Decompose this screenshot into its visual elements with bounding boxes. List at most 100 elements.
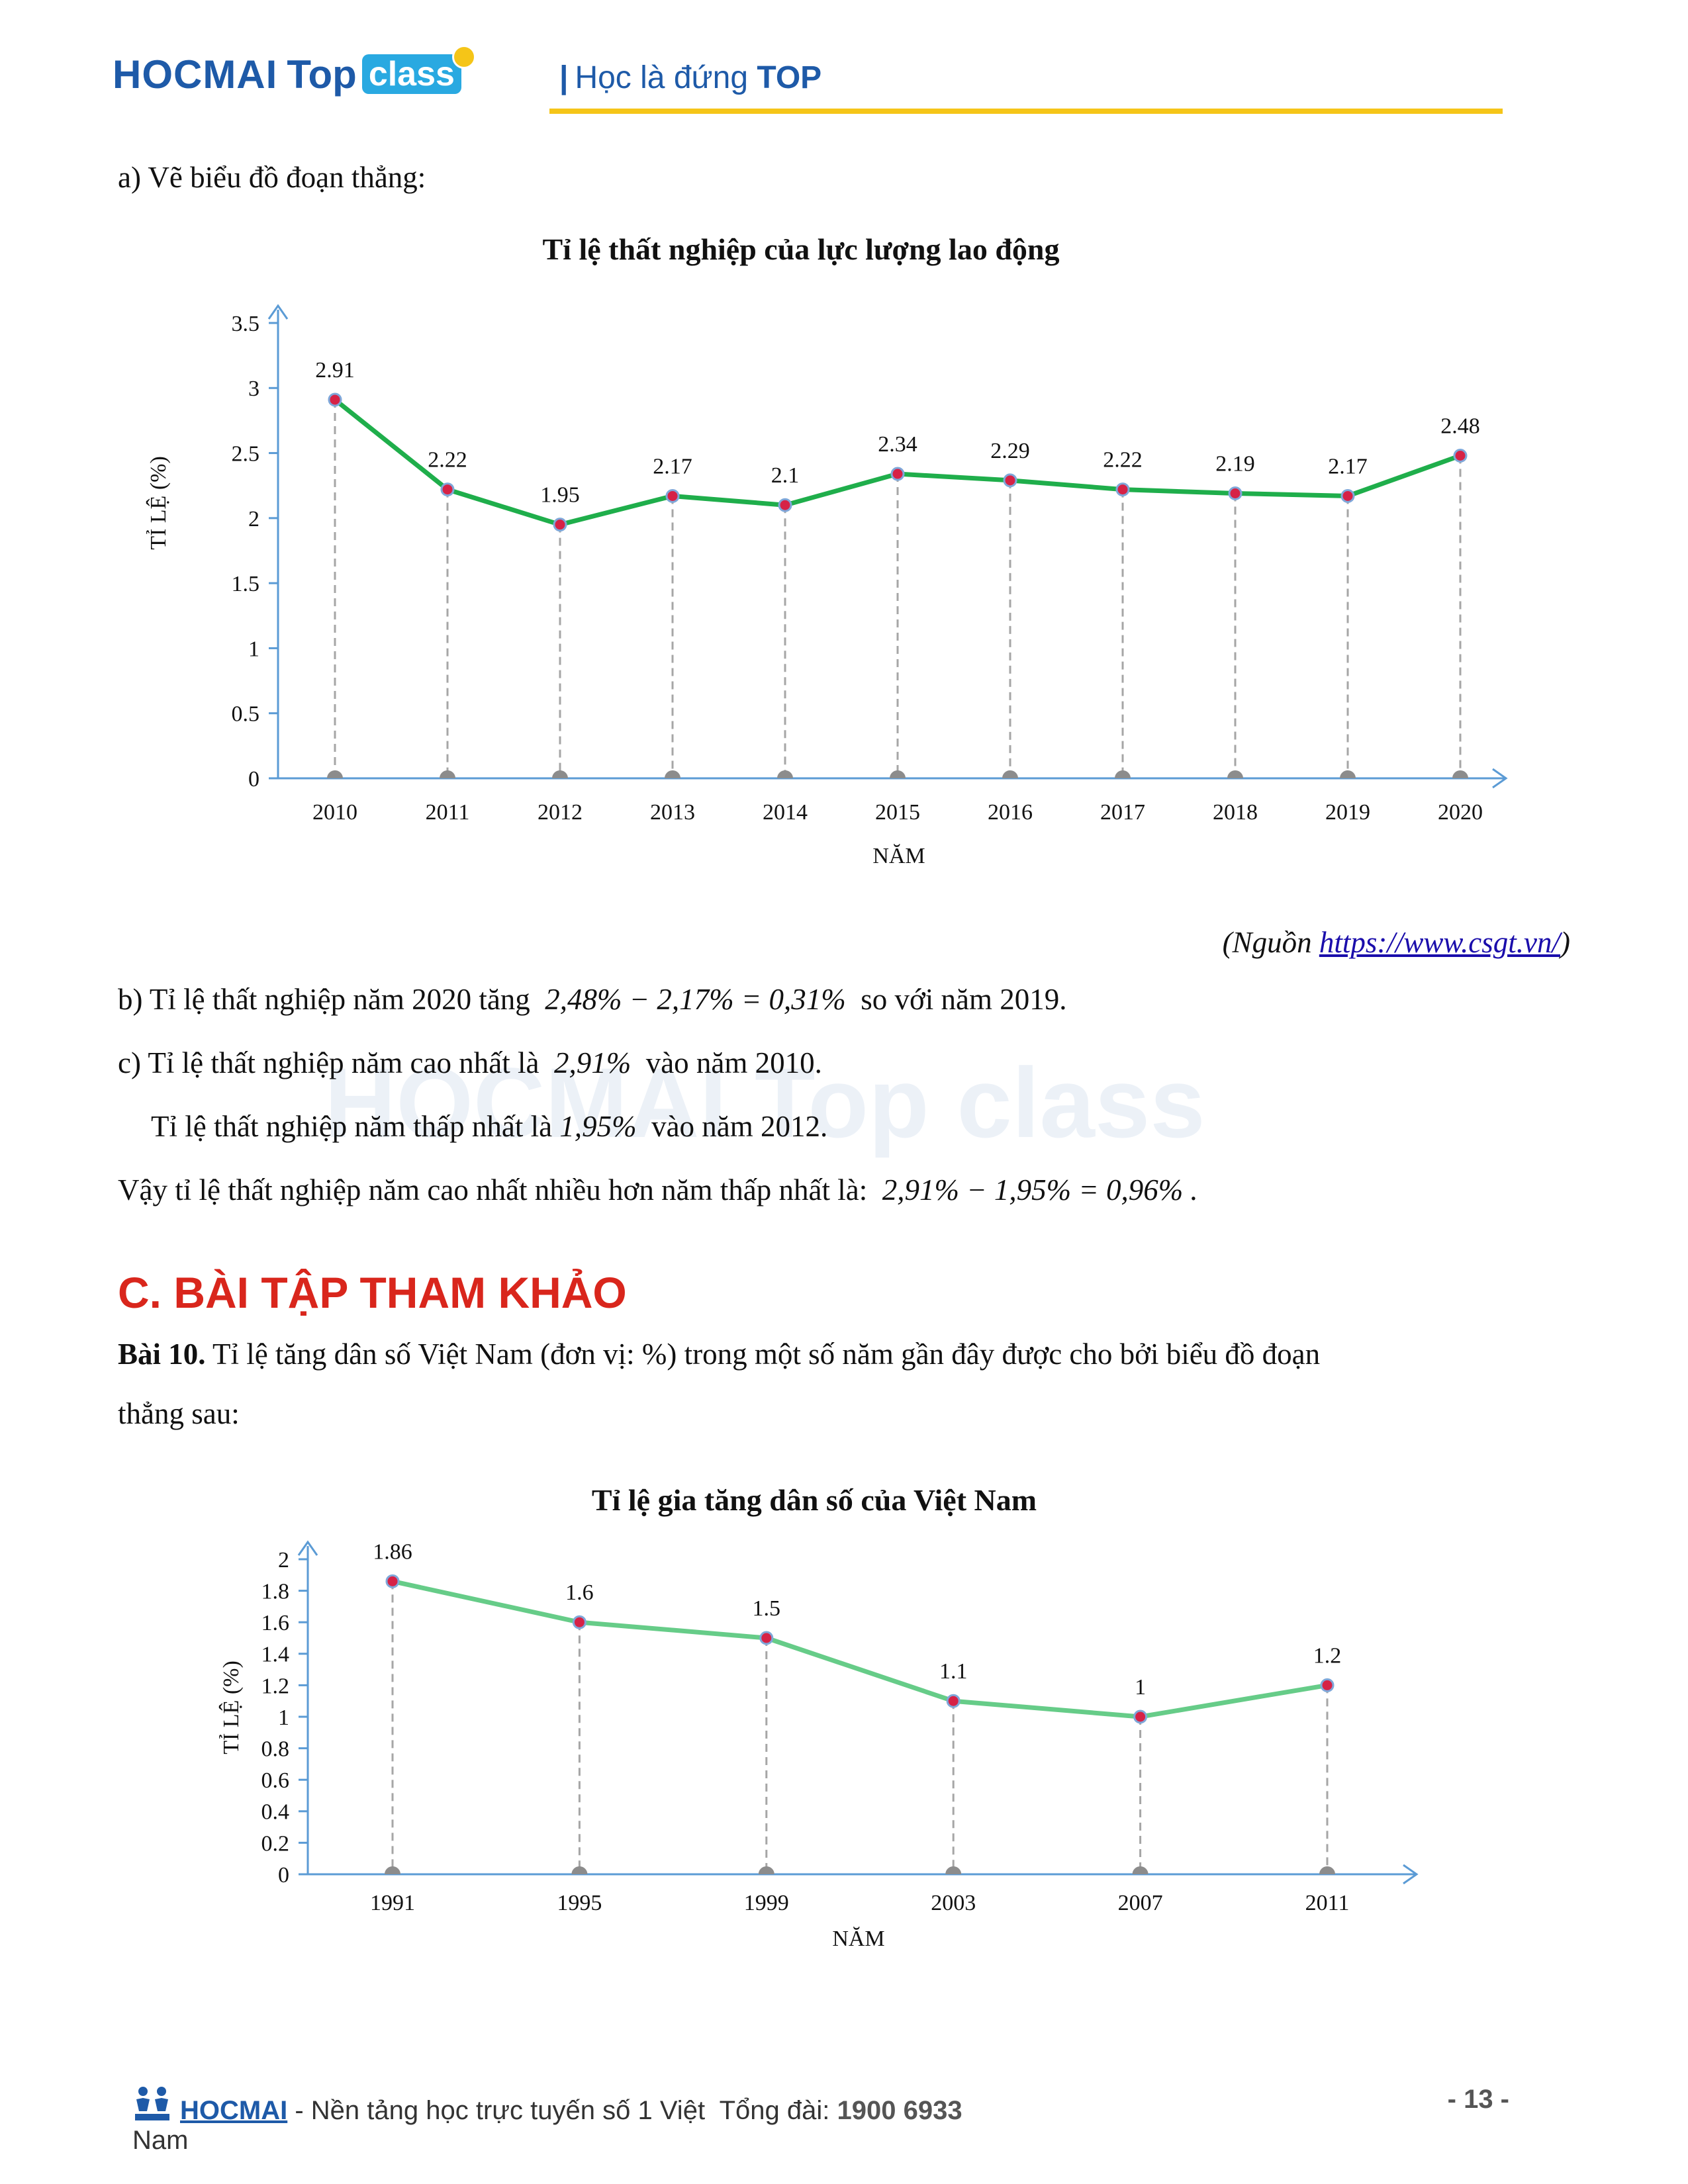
tagline-top: TOP [757, 60, 822, 95]
part-c2-math: 1,95% [559, 1110, 637, 1143]
y-tick-label: 1.4 [261, 1643, 290, 1667]
data-label: 2.17 [653, 454, 692, 478]
base-marker [945, 1866, 962, 1874]
data-point [385, 1574, 400, 1588]
y-tick-label: 0.8 [261, 1737, 290, 1762]
x-tick-label: 2015 [875, 800, 920, 825]
data-label: 1.5 [753, 1596, 781, 1621]
x-tick-label: 1995 [557, 1891, 602, 1915]
x-tick-label: 2010 [312, 800, 357, 825]
bai10-statement-cont: thẳng sau: [118, 1397, 240, 1430]
data-label: 2.22 [428, 448, 467, 473]
base-marker [1227, 770, 1243, 778]
divider-bar-icon: | [559, 60, 569, 95]
base-marker [327, 770, 343, 778]
y-tick-label: 2 [278, 1548, 289, 1572]
data-point [890, 467, 905, 481]
base-marker [440, 770, 455, 778]
hocmai-people-icon [135, 2087, 169, 2120]
x-tick-label: 2016 [988, 800, 1033, 825]
y-axis-arrow-icon [297, 1540, 318, 1556]
y-tick-label: 1.2 [261, 1674, 290, 1698]
series-line [392, 1578, 1328, 1719]
data-point [553, 518, 567, 532]
unemployment-line-chart: Tỉ lệ thất nghiệp của lực lượng lao động… [146, 232, 1508, 868]
footer-hotline-label: Tổng đài: [719, 2096, 830, 2125]
x-tick-label: 2018 [1213, 800, 1258, 825]
y-axis-label: TỈ LỆ (%) [219, 1661, 244, 1754]
data-label: 1.86 [373, 1539, 412, 1564]
x-axis-label: NĂM [872, 844, 925, 868]
part-c3-math: 2,91% − 1,95% = 0,96% . [882, 1173, 1198, 1206]
chart-title: Tỉ lệ thất nghiệp của lực lượng lao động [542, 232, 1059, 266]
bai10-statement: Bài 10. Tỉ lệ tăng dân số Việt Nam (đơn … [118, 1338, 1321, 1371]
x-axis-arrow-icon [1492, 768, 1508, 789]
x-axis-label: NĂM [832, 1927, 884, 1951]
part-c2: Tỉ lệ thất nghiệp năm thấp nhất là 1,95%… [151, 1110, 828, 1143]
data-label: 2.19 [1215, 452, 1255, 477]
section-heading: C. BÀI TẬP THAM KHẢO [118, 1268, 627, 1317]
part-c-math: 2,91% [553, 1046, 632, 1079]
footer-text: - Nền tảng học trực tuyến số 1 Việt [295, 2096, 706, 2125]
y-tick-label: 3.5 [232, 312, 260, 336]
source-link[interactable]: https://www.csgt.vn/ [1319, 926, 1560, 959]
data-point [1133, 1709, 1148, 1724]
data-label: 1.95 [540, 483, 580, 508]
base-marker [665, 770, 680, 778]
base-marker [777, 770, 793, 778]
footer-brand-link[interactable]: HOCMAI [180, 2096, 288, 2125]
x-axis-arrow-icon [1403, 1864, 1419, 1885]
part-c: c) Tỉ lệ thất nghiệp năm cao nhất là 2,9… [118, 1046, 822, 1079]
data-point [1340, 488, 1355, 503]
data-point [1228, 486, 1243, 501]
y-tick-label: 1.5 [232, 572, 260, 596]
y-tick-label: 1 [248, 637, 259, 661]
y-tick-label: 2 [248, 507, 259, 531]
y-tick-label: 0 [248, 767, 259, 792]
data-point [1453, 449, 1468, 463]
x-tick-label: 2011 [1305, 1891, 1350, 1915]
y-axis-arrow-icon [267, 304, 289, 320]
footer-hotline: 1900 6933 [837, 2096, 962, 2125]
watermark: HOCMAI Top class [324, 1047, 1205, 1158]
logo-class: class [361, 45, 476, 94]
part-a-label: a) Vẽ biểu đồ đoạn thẳng: [118, 161, 426, 194]
x-tick-label: 1991 [370, 1891, 415, 1915]
chart-title: Tỉ lệ gia tăng dân số của Việt Nam [592, 1483, 1037, 1517]
population-growth-line-chart: Tỉ lệ gia tăng dân số của Việt Nam 0 0.2 0.… [219, 1483, 1419, 1951]
y-tick-label: 0 [278, 1863, 289, 1888]
hocmai-topclass-logo[interactable]: HOCMAI Top class [113, 45, 476, 111]
x-tick-label: 2017 [1100, 800, 1145, 825]
x-tick-label: 1999 [744, 1891, 789, 1915]
y-tick-label: 2.5 [232, 441, 260, 466]
base-marker [1132, 1866, 1149, 1874]
base-marker [552, 770, 568, 778]
data-point [778, 498, 792, 512]
x-tick-label: 2019 [1325, 800, 1370, 825]
data-point [946, 1694, 961, 1708]
data-label: 1.2 [1313, 1643, 1342, 1668]
base-marker [1002, 770, 1018, 778]
x-tick-label: 2014 [763, 800, 808, 825]
source-citation: (Nguồn https://www.csgt.vn/) [1222, 926, 1570, 959]
data-point [1115, 482, 1130, 497]
data-point [1003, 473, 1017, 488]
y-tick-label: 1.8 [261, 1580, 290, 1604]
data-label: 2.1 [771, 463, 800, 488]
data-point [572, 1615, 586, 1629]
y-tick-label: 1 [278, 1706, 289, 1730]
part-b-math: 2,48% − 2,17% = 0,31% [545, 983, 846, 1016]
data-label: 2.22 [1103, 448, 1143, 473]
logo-top: Top [287, 52, 357, 97]
x-tick-label: 2011 [426, 800, 470, 825]
page-number: - 13 - [1447, 2085, 1509, 2114]
data-point [759, 1631, 774, 1645]
y-tick-label: 3 [248, 377, 259, 401]
base-marker [1319, 1866, 1335, 1874]
data-point [1320, 1678, 1335, 1692]
sun-icon [451, 45, 476, 69]
bai10-label: Bài 10. [118, 1338, 206, 1371]
data-label: 1 [1135, 1675, 1146, 1700]
y-tick-label: 0.6 [261, 1768, 290, 1793]
header-underline [549, 109, 1503, 114]
